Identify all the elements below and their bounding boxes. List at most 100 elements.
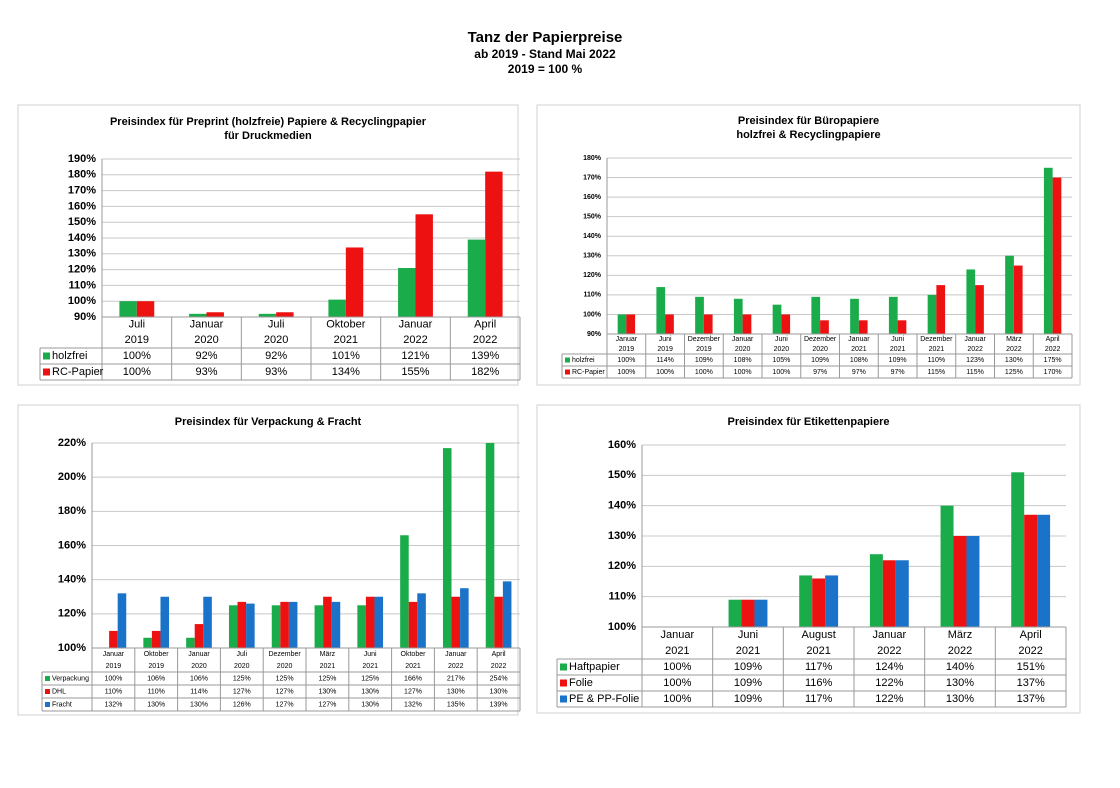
table-value: 130% [1005, 357, 1023, 364]
table-value: 123% [966, 357, 984, 364]
legend-label: Fracht [52, 701, 72, 708]
bar [280, 601, 289, 648]
y-tick-label: 150% [68, 216, 96, 228]
y-tick-label: 150% [583, 214, 602, 221]
x-tick-label: Januar [103, 651, 125, 658]
table-value: 127% [276, 688, 294, 695]
bar [143, 637, 152, 648]
y-tick-label: 220% [58, 437, 86, 449]
bar [882, 560, 896, 627]
y-tick-label: 180% [68, 169, 96, 181]
table-value: 125% [1005, 369, 1023, 376]
table-value: 254% [490, 675, 508, 682]
bar [119, 301, 137, 317]
chart-title: Preisindex für Etikettenpapiere [728, 416, 890, 428]
y-tick-label: 190% [68, 153, 96, 165]
bar [1052, 177, 1062, 334]
bar [136, 301, 155, 317]
bar [485, 171, 503, 317]
x-tick-label: 2020 [735, 346, 751, 353]
bar [1037, 514, 1051, 627]
x-tick-label: Januar [848, 336, 870, 343]
legend-label: Verpackung [52, 675, 89, 682]
bar [408, 601, 418, 648]
table-value: 130% [447, 688, 465, 695]
bar [617, 314, 627, 334]
table-value: 114% [656, 357, 673, 364]
table-value: 106% [190, 675, 208, 682]
page-title: Tanz der Papierpreise [468, 29, 623, 46]
x-tick-label: 2021 [362, 663, 378, 670]
page-subtitle: 2019 = 100 % [508, 62, 583, 76]
x-tick-label: Dezember [688, 336, 721, 343]
x-tick-label: Juli [237, 651, 248, 658]
y-tick-label: 140% [68, 232, 96, 244]
x-tick-label: 2020 [277, 663, 293, 670]
table-value: 97% [891, 369, 905, 376]
y-tick-label: 100% [68, 295, 96, 307]
y-tick-label: 100% [58, 642, 86, 654]
x-tick-label: 2019 [106, 663, 122, 670]
table-value: 109% [734, 677, 762, 689]
x-tick-label: 2020 [812, 346, 828, 353]
table-value: 100% [695, 369, 713, 376]
bar [109, 630, 118, 648]
table-value: 135% [447, 701, 465, 708]
bar [1013, 265, 1023, 334]
bar [656, 287, 666, 334]
x-tick-label: 2020 [774, 346, 790, 353]
y-tick-label: 150% [608, 469, 636, 481]
legend-swatch [565, 357, 570, 363]
bar [1005, 255, 1014, 334]
table-value: 116% [805, 677, 833, 689]
table-value: 100% [734, 369, 752, 376]
bar [276, 312, 294, 317]
bar [665, 314, 674, 334]
x-tick-label: 2022 [491, 663, 507, 670]
bar [858, 320, 868, 334]
chart-panel [17, 104, 519, 386]
table-value: 105% [772, 357, 790, 364]
x-tick-label: 2019 [696, 346, 712, 353]
table-value: 130% [361, 688, 379, 695]
bar [400, 535, 409, 648]
x-tick-label: 2020 [234, 663, 250, 670]
legend-label: holzfrei [52, 350, 87, 362]
y-tick-label: 120% [608, 560, 636, 572]
bar [772, 304, 782, 334]
legend-swatch [45, 676, 50, 681]
table-value: 155% [401, 366, 429, 378]
x-tick-label: Januar [661, 629, 695, 641]
x-tick-label: Oktober [144, 651, 170, 658]
bar [966, 536, 980, 627]
x-tick-label: März [1006, 336, 1022, 343]
bar [228, 605, 238, 648]
bar [258, 313, 277, 317]
bar [850, 298, 859, 334]
bar [728, 599, 742, 627]
table-value: 170% [1044, 369, 1062, 376]
x-tick-label: 2021 [736, 645, 760, 657]
x-tick-label: Oktober [401, 651, 427, 658]
x-tick-label: Januar [445, 651, 467, 658]
bar [811, 296, 821, 334]
x-tick-label: 2019 [148, 663, 164, 670]
chart-panel [536, 104, 1081, 386]
y-tick-label: 110% [608, 591, 636, 603]
legend-swatch [45, 689, 50, 694]
bar [485, 443, 495, 648]
bar [374, 596, 384, 648]
table-value: 109% [734, 661, 762, 673]
table-value: 125% [318, 675, 336, 682]
table-value: 109% [889, 357, 907, 364]
y-tick-label: 130% [608, 530, 636, 542]
x-tick-label: 2021 [320, 663, 336, 670]
y-tick-label: 170% [583, 174, 602, 181]
table-value: 130% [946, 677, 974, 689]
x-tick-label: Juni [891, 336, 904, 343]
table-value: 117% [805, 693, 833, 705]
bar [897, 320, 907, 334]
bar [117, 593, 127, 648]
bar [733, 298, 743, 334]
table-value: 130% [318, 688, 336, 695]
